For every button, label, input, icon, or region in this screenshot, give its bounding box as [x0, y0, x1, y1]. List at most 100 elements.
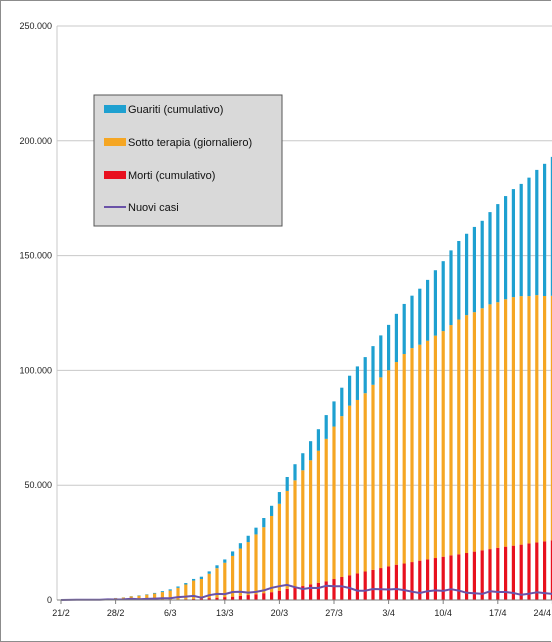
bar-segment: [457, 554, 461, 600]
bar-segment: [153, 593, 157, 600]
bar-segment: [293, 464, 297, 481]
bar-segment: [387, 370, 391, 567]
bar-segment: [527, 177, 531, 297]
bar-segment: [355, 399, 359, 574]
bar-segment: [418, 344, 422, 561]
bar-segment: [371, 569, 375, 600]
bar-segment: [160, 592, 164, 600]
bar-segment: [192, 578, 196, 581]
bar-segment: [270, 515, 274, 593]
bar-segment: [488, 212, 492, 305]
bar-segment: [433, 270, 437, 336]
bar-segment: [519, 183, 523, 297]
bar-segment: [465, 315, 469, 554]
bar-segment: [441, 331, 445, 557]
bar-segment: [472, 551, 476, 600]
legend-swatch: [104, 138, 126, 146]
y-tick-label: 150.000: [19, 251, 52, 261]
bar-segment: [535, 542, 539, 600]
bar-segment: [168, 589, 172, 591]
bar-segment: [231, 555, 235, 597]
bar-segment: [449, 555, 453, 600]
bar-segment: [543, 163, 547, 297]
bar-segment: [238, 595, 242, 600]
x-tick-label: 24/4: [533, 608, 551, 618]
bar-segment: [543, 296, 547, 542]
bar-segment: [472, 226, 476, 313]
bar-segment: [262, 518, 266, 528]
bar-segment: [402, 563, 406, 600]
bar-segment: [472, 312, 476, 552]
bar-segment: [535, 169, 539, 296]
bar-segment: [192, 598, 196, 600]
bar-segment: [496, 302, 500, 548]
bar-segment: [277, 503, 281, 591]
bar-segment: [285, 490, 289, 589]
bar-segment: [418, 288, 422, 345]
bar-segment: [496, 547, 500, 600]
x-axis-tick-labels: 21/2 28/2 6/3 13/3 20/3 27/3 3/4 10/4 17/4 24/4: [52, 608, 551, 618]
bar-segment: [332, 426, 336, 580]
nuovi-casi-line-layer: [60, 583, 552, 601]
bar-segment: [465, 233, 469, 316]
bar-segment: [262, 527, 266, 594]
bar-segment: [543, 541, 547, 600]
bar-segment: [199, 579, 203, 599]
bar-segment: [223, 559, 227, 563]
bar-segment: [301, 586, 305, 600]
bar-segment: [309, 584, 313, 600]
x-tick-label: 27/3: [325, 608, 343, 618]
bar-segment: [410, 348, 414, 563]
bar-segment: [293, 587, 297, 600]
bar-segment: [324, 581, 328, 600]
bar-segment: [550, 156, 552, 296]
bar-segment: [418, 560, 422, 600]
bar-segment: [215, 565, 219, 569]
legend-swatch: [104, 105, 126, 113]
y-tick-label: 250.000: [19, 21, 52, 31]
bar-segment: [254, 534, 258, 595]
bar-segment: [511, 297, 515, 546]
bar-segment: [215, 568, 219, 598]
bar-segment: [137, 595, 141, 600]
bar-segment: [285, 476, 289, 491]
bar-segment: [457, 240, 461, 320]
bar-segment: [153, 592, 157, 594]
bar-segment: [207, 573, 211, 599]
x-tick-label: 3/4: [382, 608, 395, 618]
legend-label: Nuovi casi: [128, 202, 179, 214]
bar-segment: [535, 295, 539, 543]
bar-segment: [176, 587, 180, 600]
bar-segment: [277, 492, 281, 504]
bar-segment: [511, 189, 515, 298]
bar-segment: [270, 592, 274, 600]
y-tick-label: 50.000: [24, 480, 52, 490]
bar-segment: [371, 346, 375, 385]
legend-swatch: [104, 171, 126, 179]
bar-segment: [355, 366, 359, 400]
bar-segment: [316, 429, 320, 451]
bar-segment: [402, 303, 406, 355]
bars: [67, 156, 552, 600]
bar-segment: [457, 319, 461, 555]
bar-segment: [340, 576, 344, 600]
bar-segment: [410, 295, 414, 349]
bar-segment: [480, 220, 484, 309]
bar-segment: [379, 568, 383, 600]
bar-segment: [433, 558, 437, 600]
bar-segment: [238, 543, 242, 549]
bar-segment: [449, 325, 453, 556]
bar-segment: [184, 583, 188, 585]
bar-segment: [262, 593, 266, 600]
bar-segment: [480, 550, 484, 600]
legend: Guariti (cumulativo) Sotto terapia (giorn…: [93, 94, 283, 227]
bar-segment: [270, 505, 274, 516]
y-axis-tick-labels: 0 50.000 100.000 150.000 200.000 250.000: [19, 21, 52, 605]
bar-segment: [465, 553, 469, 600]
bar-segment: [550, 540, 552, 600]
bar-segment: [309, 441, 313, 461]
bar-segment: [488, 304, 492, 550]
x-tick-label: 6/3: [164, 608, 177, 618]
bar-segment: [410, 562, 414, 600]
